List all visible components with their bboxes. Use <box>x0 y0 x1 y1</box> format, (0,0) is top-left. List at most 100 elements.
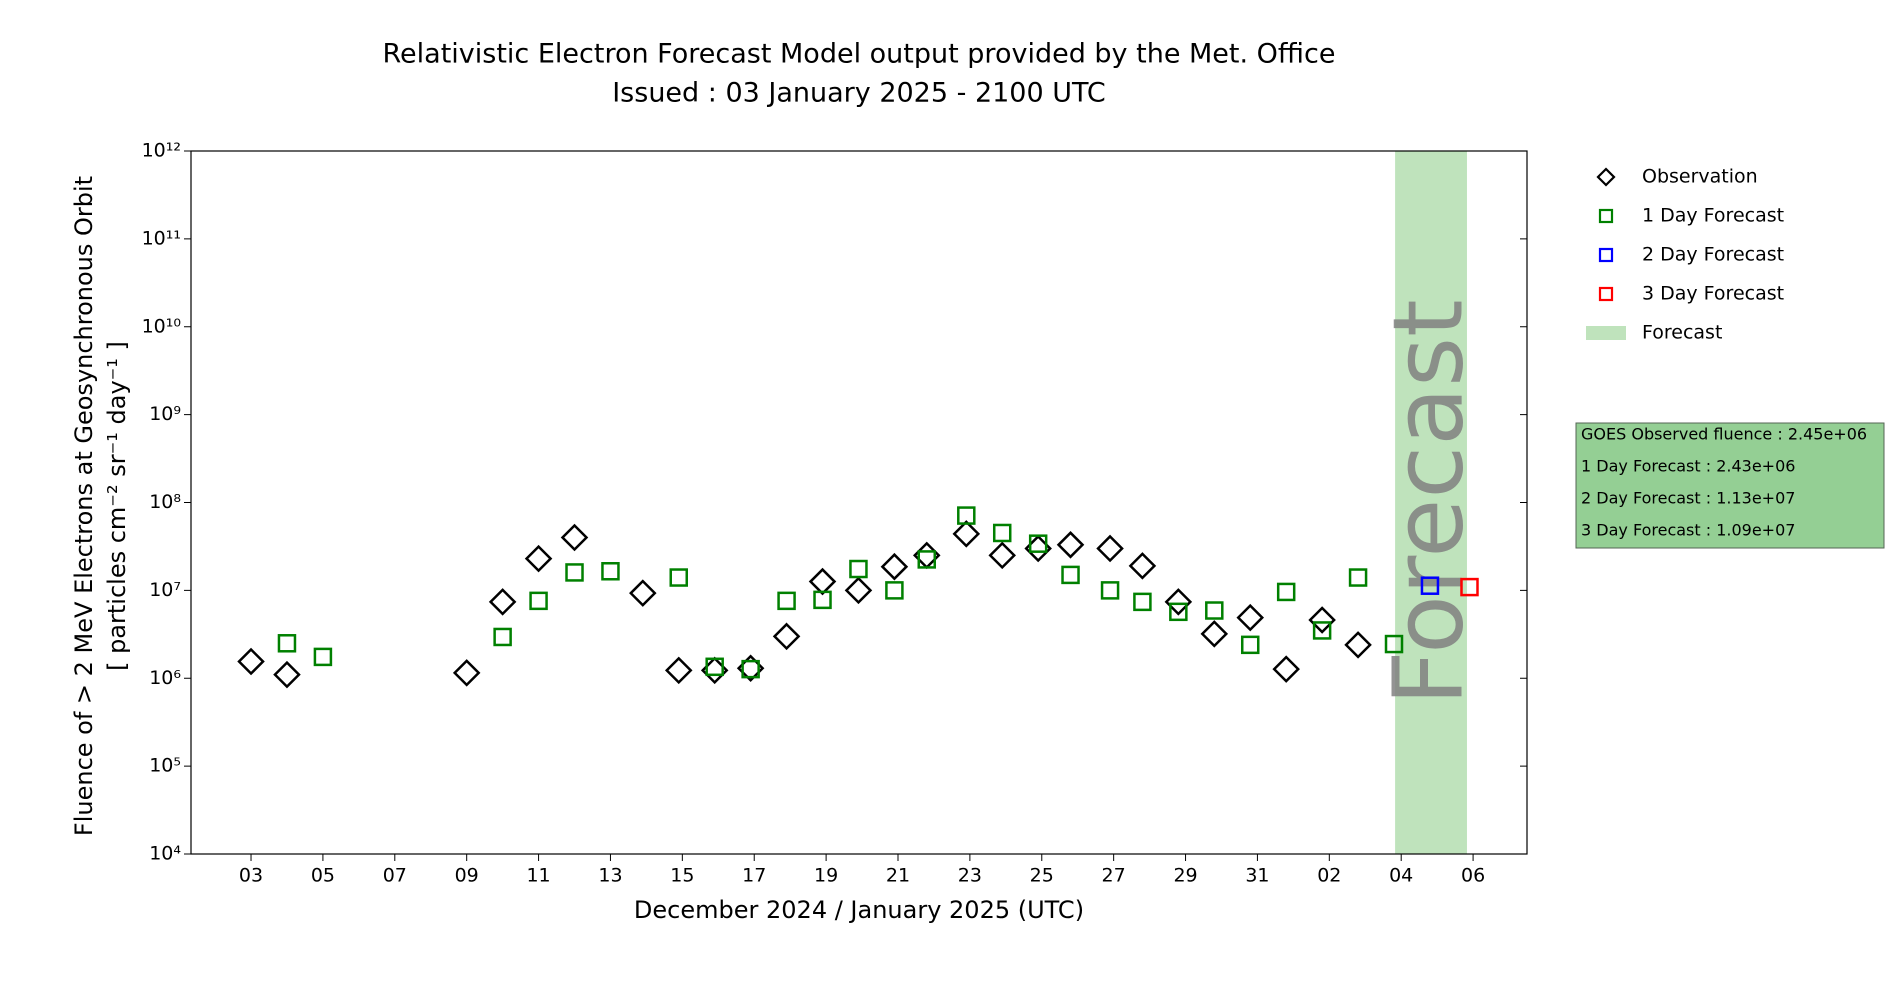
forecast-band <box>1395 151 1467 854</box>
x-tick-label: 27 <box>1102 865 1126 887</box>
diamond-marker <box>1128 552 1157 580</box>
y-tick-label: 10⁵ <box>149 755 181 777</box>
legend-marker <box>1596 167 1616 187</box>
square-marker <box>1460 577 1479 597</box>
diamond-marker <box>808 567 837 596</box>
forecast-band-label: Forecast <box>1372 299 1484 705</box>
info-text: GOES Observed fluence : 2.45e+06 <box>1581 425 1867 444</box>
square-marker <box>917 550 937 569</box>
square-marker <box>849 559 868 579</box>
diamond-marker <box>1236 603 1265 632</box>
square-marker <box>1240 635 1260 655</box>
info-text: 3 Day Forecast : 1.09e+07 <box>1581 521 1795 540</box>
square-marker <box>1420 576 1440 595</box>
square-marker <box>1169 602 1188 622</box>
square-marker <box>957 506 976 525</box>
y-tick-label: 10⁴ <box>149 843 181 865</box>
x-tick-label: 03 <box>239 865 263 887</box>
diamond-marker <box>1308 606 1336 634</box>
chart-title: Relativistic Electron Forecast Model out… <box>383 39 1336 70</box>
diamond-marker <box>273 660 301 689</box>
x-tick-label: 05 <box>311 865 335 887</box>
square-marker <box>885 581 904 600</box>
diamond-marker <box>452 659 481 687</box>
diamond-marker <box>880 552 909 581</box>
square-marker <box>705 657 724 677</box>
square-marker <box>277 634 297 653</box>
square-marker <box>992 523 1012 543</box>
diamond-marker <box>664 656 693 685</box>
x-tick-label: 17 <box>742 865 766 887</box>
y-tick-label: 10¹¹ <box>142 227 181 249</box>
diamond-marker <box>560 523 589 552</box>
x-tick-label: 21 <box>886 865 910 887</box>
diamond-marker <box>237 647 265 676</box>
square-marker <box>1205 601 1224 620</box>
x-tick-label: 25 <box>1030 865 1054 887</box>
diamond-marker <box>1272 655 1300 683</box>
diamond-marker <box>488 588 517 616</box>
x-tick-label: 31 <box>1245 865 1269 887</box>
square-marker <box>1133 592 1152 612</box>
square-marker <box>777 591 796 611</box>
square-marker <box>741 659 760 679</box>
y-tick-label: 10¹⁰ <box>142 315 181 337</box>
x-tick-label: 07 <box>383 865 407 887</box>
x-tick-label: 13 <box>598 865 622 887</box>
diamond-marker <box>1200 620 1229 648</box>
x-axis-label: December 2024 / January 2025 (UTC) <box>634 896 1084 924</box>
x-tick-label: 04 <box>1389 865 1413 887</box>
square-marker <box>669 568 688 587</box>
diamond-marker <box>844 576 873 605</box>
diamond-marker <box>1096 534 1124 563</box>
y-tick-label: 10⁹ <box>149 403 181 425</box>
square-marker <box>1276 582 1296 602</box>
x-tick-label: 23 <box>958 865 982 887</box>
legend-label: Forecast <box>1642 322 1722 344</box>
diamond-marker <box>772 622 801 651</box>
legend-label: 2 Day Forecast <box>1642 244 1784 266</box>
info-text: 2 Day Forecast : 1.13e+07 <box>1581 489 1795 508</box>
y-tick-label: 10⁶ <box>149 667 181 689</box>
diamond-marker <box>1164 588 1193 616</box>
legend-label: 3 Day Forecast <box>1642 283 1784 305</box>
square-marker <box>493 627 512 647</box>
square-marker <box>1348 568 1368 587</box>
x-tick-label: 09 <box>455 865 479 887</box>
x-tick-label: 19 <box>814 865 838 887</box>
y-axis-label: [ particles cm⁻² sr⁻¹ day⁻¹ ] <box>103 341 131 671</box>
info-text: 1 Day Forecast : 2.43e+06 <box>1581 457 1795 476</box>
square-marker <box>601 562 620 581</box>
legend-label: Observation <box>1642 166 1758 188</box>
y-axis-label: Fluence of > 2 MeV Electrons at Geosynch… <box>70 176 98 836</box>
y-tick-label: 10⁷ <box>149 579 181 601</box>
diamond-marker <box>1344 631 1372 659</box>
diamond-marker <box>988 541 1017 570</box>
square-marker <box>1312 621 1332 640</box>
plot-frame <box>190 150 1528 855</box>
y-tick-label: 10¹² <box>142 140 181 162</box>
legend-marker <box>1598 286 1614 302</box>
x-tick-label: 29 <box>1173 865 1197 887</box>
legend-marker <box>1598 247 1614 263</box>
x-tick-label: 06 <box>1461 865 1485 887</box>
x-tick-label: 11 <box>526 865 550 887</box>
square-marker <box>313 647 333 667</box>
chart-subtitle: Issued : 03 January 2025 - 2100 UTC <box>612 78 1106 109</box>
square-marker <box>1028 534 1048 553</box>
legend-marker <box>1586 326 1626 340</box>
square-marker <box>1384 634 1404 654</box>
square-marker <box>565 563 584 582</box>
info-box <box>1575 422 1885 549</box>
square-marker <box>813 590 832 610</box>
y-tick-label: 10⁸ <box>149 491 181 513</box>
square-marker <box>529 591 548 611</box>
diamond-marker <box>629 579 657 607</box>
square-marker <box>1100 581 1120 600</box>
diamond-marker <box>1056 531 1085 559</box>
square-marker <box>1061 565 1080 585</box>
diamond-marker <box>952 520 981 548</box>
legend-marker <box>1598 208 1614 224</box>
legend-label: 1 Day Forecast <box>1642 205 1784 227</box>
